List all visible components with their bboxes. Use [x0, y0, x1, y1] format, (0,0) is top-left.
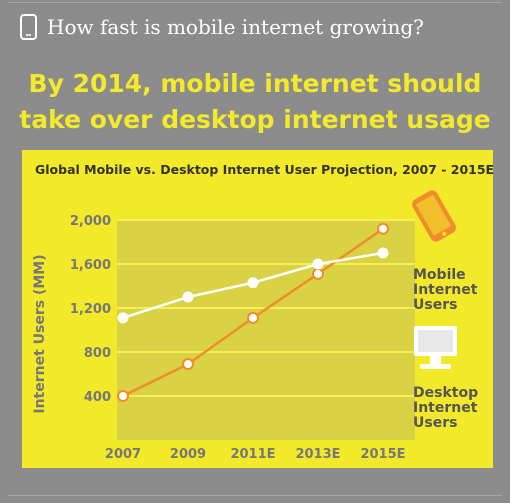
data-point-mobile: [247, 311, 259, 324]
legend-mobile-line-1: Mobile: [413, 267, 466, 283]
tablet-icon: [412, 190, 456, 242]
data-point-desktop: [247, 277, 259, 289]
chart-panel: Global Mobile vs. Desktop Internet User …: [22, 150, 495, 468]
headline-line-1: By 2014, mobile internet should: [28, 69, 482, 98]
headline: By 2014, mobile internet should take ove…: [0, 66, 510, 138]
y-axis-label: Internet Users (MM): [32, 254, 48, 413]
data-point-mobile: [182, 358, 194, 371]
headline-line-2: take over desktop internet usage: [19, 105, 491, 134]
legend-desktop: Desktop Internet Users: [413, 386, 493, 431]
y-tick-label: 2,000: [70, 214, 111, 229]
legend-mobile-line-3: Users: [413, 297, 458, 313]
legend-mobile: Mobile Internet Users: [413, 268, 493, 313]
data-point-desktop: [117, 312, 129, 324]
bottom-divider: [8, 495, 502, 496]
x-tick-label: 2007: [105, 447, 141, 462]
x-tick-label: 2011E: [230, 447, 275, 462]
legend-desktop-line-1: Desktop: [413, 385, 479, 401]
phone-icon: [20, 14, 37, 40]
monitor-icon: [414, 326, 457, 369]
legend-desktop-line-2: Internet: [413, 400, 478, 416]
y-tick-label: 1,600: [70, 258, 111, 273]
data-point-desktop: [312, 258, 324, 270]
x-tick-label: 2013E: [295, 447, 340, 462]
legend-mobile-line-2: Internet: [413, 282, 478, 298]
data-point-desktop: [377, 247, 389, 259]
y-tick-label: 800: [84, 346, 111, 361]
section-header: How fast is mobile internet growing?: [20, 10, 424, 44]
chart-title: Global Mobile vs. Desktop Internet User …: [35, 162, 495, 177]
top-divider: [8, 2, 502, 3]
header-text: How fast is mobile internet growing?: [47, 15, 424, 39]
y-tick-label: 400: [84, 390, 111, 405]
data-point-mobile: [117, 390, 129, 402]
y-tick-label: 1,200: [70, 302, 111, 317]
line-chart: 400 800 1,200 1,600 2,000 2007 2009 2011E 2013E 2…: [32, 190, 457, 462]
plot-area: [117, 220, 415, 440]
legend-desktop-line-3: Users: [413, 415, 458, 431]
x-tick-label: 2015E: [360, 447, 405, 462]
data-point-mobile: [312, 267, 324, 280]
data-point-desktop: [182, 291, 194, 303]
gridlines: [117, 219, 415, 397]
series: [117, 222, 389, 402]
x-tick-label: 2009: [170, 447, 206, 462]
data-point-mobile: [377, 222, 389, 235]
axis-ticks: 400 800 1,200 1,600 2,000 2007 2009 2011E 2013E 2…: [70, 214, 406, 462]
